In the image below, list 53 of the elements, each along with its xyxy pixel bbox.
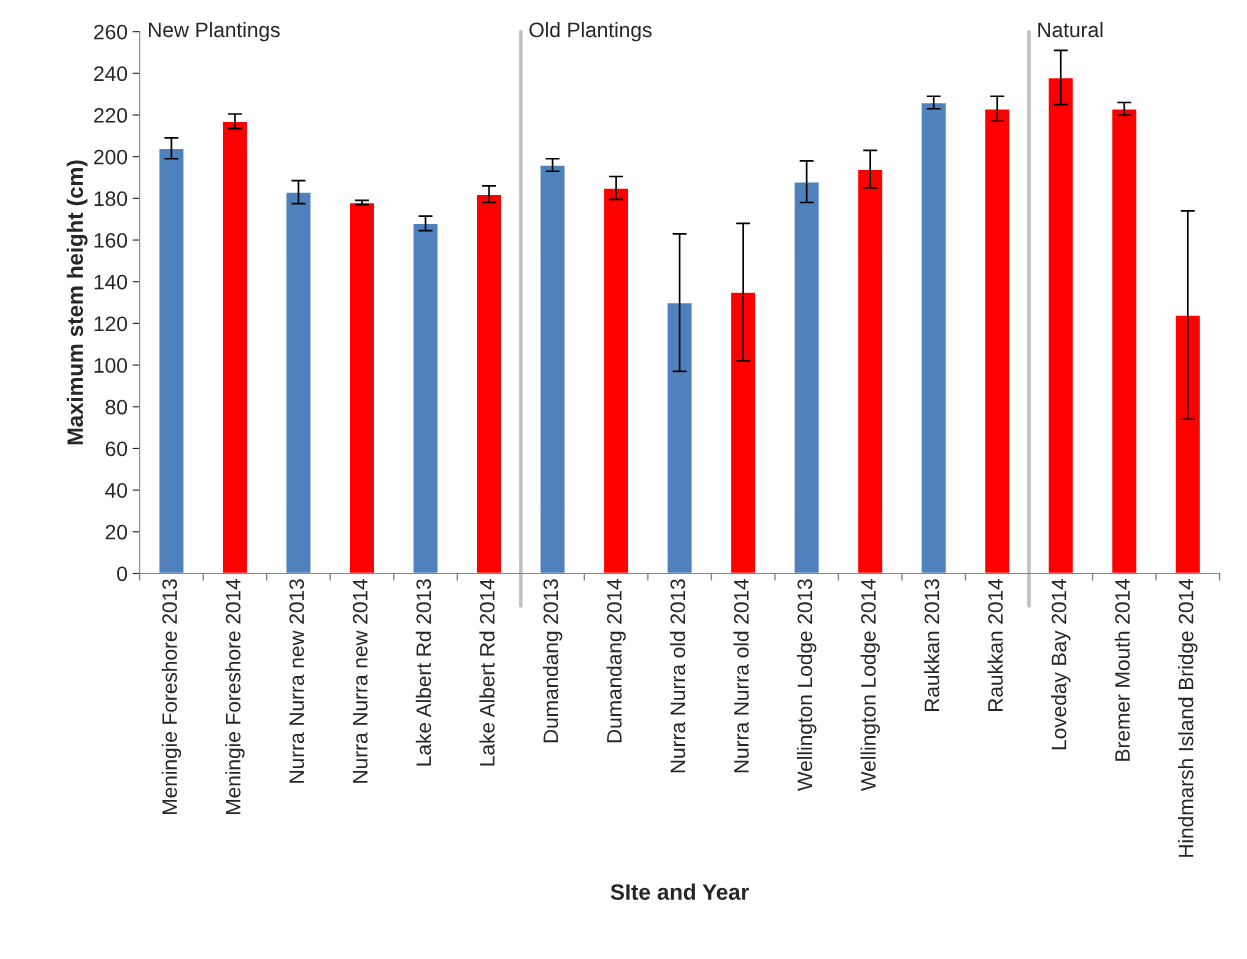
bar <box>285 191 312 574</box>
y-tick-label: 100 <box>94 358 128 373</box>
x-tick-label: Lake Albert Rd 2014 <box>479 578 495 766</box>
x-tick-label: Raukkan 2013 <box>924 579 940 711</box>
x-tick-label: Nurra Nurra old 2014 <box>733 578 749 773</box>
bar <box>729 291 757 574</box>
x-tick-label: Hindmarsh Island Bridge 2014 <box>1178 578 1198 857</box>
y-tick-label: 20 <box>105 524 128 540</box>
x-tick-label: Loveday Bay 2014 <box>1051 578 1071 750</box>
bar <box>1174 314 1202 574</box>
bar <box>539 164 566 574</box>
x-axis-title: SIte and Year <box>610 883 749 900</box>
x-tick-label: Wellington Lodge 2014 <box>860 578 880 791</box>
y-tick-label: 80 <box>105 399 128 415</box>
bar <box>475 193 503 574</box>
y-tick-label: 200 <box>94 149 128 165</box>
bar <box>221 120 249 574</box>
x-tick-label: Nurra Nurra new 2013 <box>289 579 305 783</box>
y-tick-label: 140 <box>94 274 128 290</box>
y-tick-label: 180 <box>94 191 128 207</box>
bar <box>602 187 630 574</box>
y-tick-label: 220 <box>94 108 128 123</box>
x-tick-label: Raukkan 2014 <box>987 578 1003 711</box>
y-tick-label: 120 <box>94 316 128 332</box>
y-tick-label: 0 <box>117 566 128 582</box>
bar <box>1047 76 1075 574</box>
x-tick-label: Nurra Nurra old 2013 <box>669 579 686 773</box>
x-tick-label: Wellington Lodge 2013 <box>796 579 817 791</box>
y-tick-label: 260 <box>94 24 128 40</box>
x-tick-label: Meningie Foreshore 2014 <box>225 578 245 815</box>
y-tick-label: 60 <box>105 441 128 457</box>
bar <box>348 201 376 574</box>
bar <box>793 180 821 574</box>
bar <box>158 147 185 574</box>
annotation: Old Plantings <box>529 21 652 42</box>
bar <box>412 222 439 574</box>
x-tick-label: Dumandang 2014 <box>606 578 626 743</box>
y-tick-label: 240 <box>94 66 128 82</box>
bar <box>920 101 948 574</box>
bar <box>1110 108 1138 574</box>
x-tick-label: Bremer Mouth 2014 <box>1114 578 1130 761</box>
bar <box>983 108 1011 574</box>
y-tick-label: 40 <box>105 483 128 498</box>
x-tick-label: Nurra Nurra new 2014 <box>352 578 368 783</box>
bar <box>856 168 884 574</box>
y-axis-title: Maximum stem height (cm) <box>66 160 88 445</box>
annotation: New Plantings <box>149 21 280 42</box>
bar <box>666 301 694 574</box>
x-tick-label: Lake Albert Rd 2013 <box>415 579 432 766</box>
x-tick-label: Meningie Foreshore 2013 <box>161 579 182 815</box>
x-tick-label: Dumandang 2013 <box>542 579 563 743</box>
annotation: Natural <box>1038 21 1103 38</box>
y-tick-label: 160 <box>94 233 128 248</box>
